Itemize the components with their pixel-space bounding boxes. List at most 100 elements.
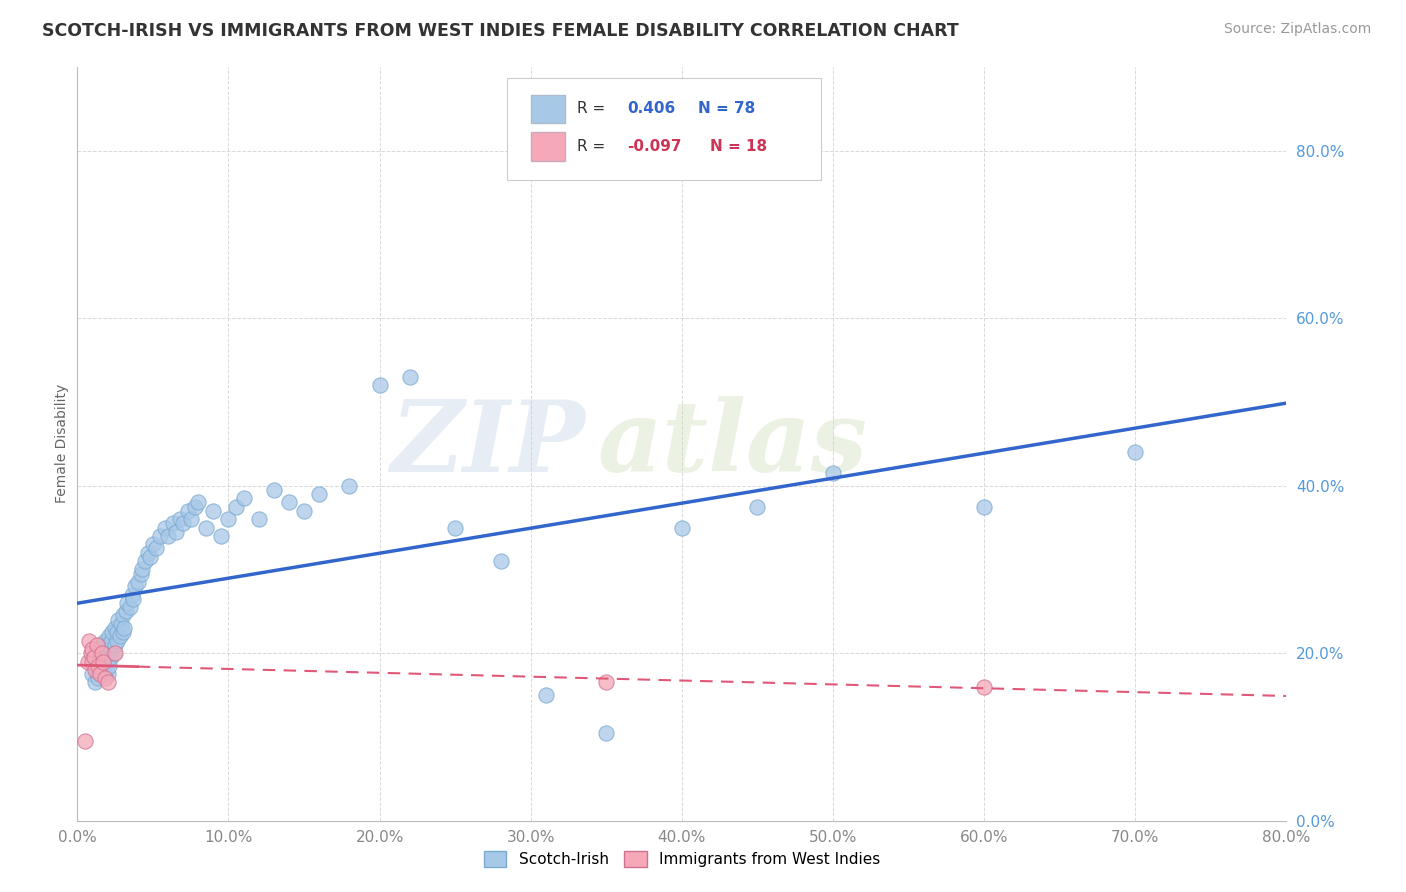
Point [368,378,391,392]
Point [83,650,105,665]
Point [444,520,467,534]
Point [112,621,135,635]
Point [149,529,172,543]
Point [595,675,617,690]
Point [184,500,207,514]
Text: -0.097: -0.097 [627,138,682,153]
Point [100,650,122,665]
Point [157,529,180,543]
Point [534,688,557,702]
Point [180,512,202,526]
Point [93,633,115,648]
Y-axis label: Female Disability: Female Disability [55,384,69,503]
FancyBboxPatch shape [531,95,565,123]
Text: R =: R = [576,101,610,116]
Point [100,633,122,648]
Point [187,495,209,509]
Point [138,546,160,560]
Point [399,369,422,384]
Point [225,500,247,514]
Point [247,512,270,526]
Point [489,554,512,568]
Point [129,566,152,581]
Point [232,491,254,506]
Point [96,646,118,660]
Text: ZIP: ZIP [391,395,585,492]
Point [595,725,617,739]
Point [96,638,118,652]
Point [82,642,104,657]
Point [124,579,146,593]
Point [120,600,142,615]
Point [84,675,107,690]
Text: N = 78: N = 78 [697,101,755,116]
Point [127,574,149,589]
Point [973,500,995,514]
Legend: Scotch-Irish, Immigrants from West Indies: Scotch-Irish, Immigrants from West Indie… [478,845,886,873]
Point [278,495,301,509]
Point [337,478,360,492]
Point [176,504,198,518]
Point [115,596,138,610]
Text: Source: ZipAtlas.com: Source: ZipAtlas.com [1223,22,1371,37]
Point [209,529,232,543]
Point [108,629,131,643]
Point [263,483,285,497]
Point [105,633,128,648]
Point [90,658,112,673]
Point [87,658,110,673]
Point [86,663,108,677]
Text: R =: R = [576,138,610,153]
Point [145,541,167,556]
Point [82,667,104,681]
Point [172,516,194,531]
Point [96,675,118,690]
Point [121,588,143,602]
Point [79,633,101,648]
Text: 0.406: 0.406 [627,101,676,116]
Point [104,638,127,652]
Point [93,671,115,685]
Point [218,512,240,526]
Point [94,655,117,669]
Point [134,554,156,568]
Point [91,655,114,669]
Point [90,646,112,660]
Point [98,658,121,673]
Point [1123,445,1146,459]
Point [153,520,176,534]
Point [104,621,127,635]
Point [973,680,995,694]
Point [104,646,127,660]
Point [202,504,225,518]
Point [80,646,103,660]
Point [91,646,114,660]
Point [98,629,121,643]
Point [89,667,111,681]
Point [194,520,217,534]
Point [96,667,118,681]
Point [89,638,111,652]
Point [122,591,145,606]
Point [111,608,134,623]
Point [105,625,128,640]
Point [73,734,96,748]
Point [84,663,107,677]
Point [111,625,134,640]
FancyBboxPatch shape [531,133,565,161]
Point [139,549,162,564]
Point [821,466,844,480]
Point [77,655,100,669]
Point [101,625,124,640]
Point [107,613,129,627]
Point [87,671,110,685]
Point [82,655,104,669]
Point [142,537,165,551]
Point [671,520,693,534]
Point [747,500,769,514]
Text: SCOTCH-IRISH VS IMMIGRANTS FROM WEST INDIES FEMALE DISABILITY CORRELATION CHART: SCOTCH-IRISH VS IMMIGRANTS FROM WEST IND… [42,22,959,40]
Point [292,504,315,518]
Point [114,604,136,618]
Point [93,667,115,681]
Point [110,616,132,631]
